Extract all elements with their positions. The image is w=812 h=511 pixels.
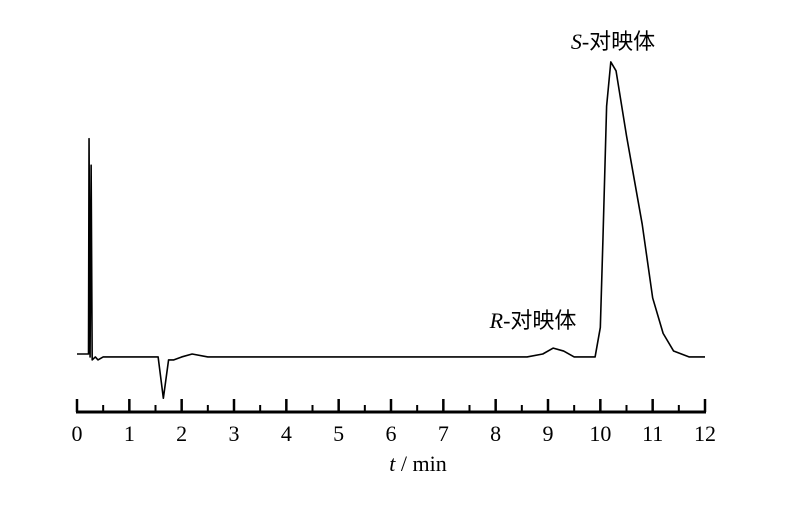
x-tick-label: 9 (543, 421, 554, 446)
annotation-italic: R (489, 308, 504, 333)
annotation: S-对映体 (571, 29, 655, 54)
x-tick-label: 11 (642, 421, 663, 446)
x-axis-label-italic: t (389, 451, 396, 476)
x-tick-label: 0 (72, 421, 83, 446)
x-tick-label: 4 (281, 421, 292, 446)
x-tick-label: 8 (490, 421, 501, 446)
annotation-text: -对映体 (503, 308, 576, 333)
annotation: R-对映体 (489, 308, 577, 333)
x-tick-label: 3 (229, 421, 240, 446)
x-tick-label: 2 (176, 421, 187, 446)
x-tick-label: 6 (386, 421, 397, 446)
annotation-italic: S (571, 29, 582, 54)
annotation-text: -对映体 (582, 29, 655, 54)
chromatogram-line (77, 61, 705, 400)
x-axis-label: t / min (389, 451, 446, 476)
x-axis-label-text: / min (395, 451, 446, 476)
x-tick-label: 1 (124, 421, 135, 446)
x-tick-label: 12 (694, 421, 716, 446)
x-tick-label: 7 (438, 421, 449, 446)
x-tick-label: 5 (333, 421, 344, 446)
x-tick-label: 10 (589, 421, 611, 446)
